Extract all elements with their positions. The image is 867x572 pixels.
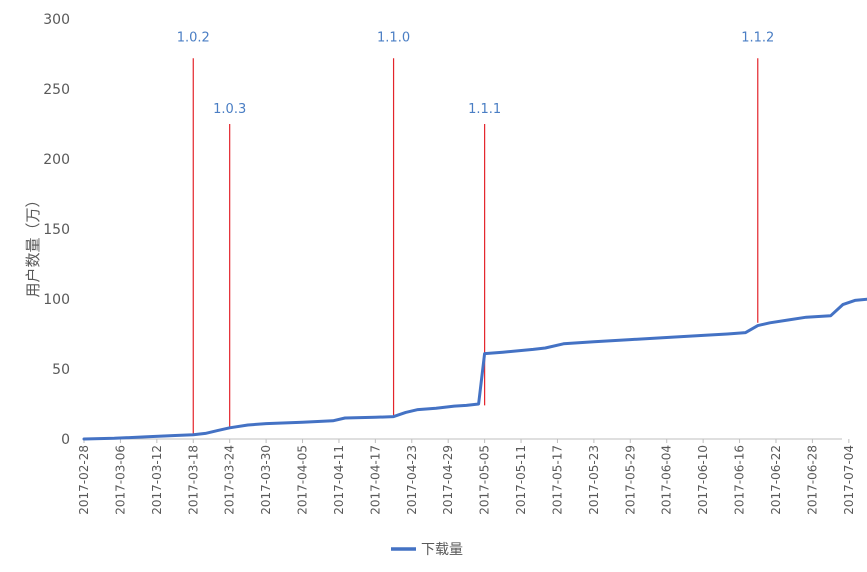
x-tick-label: 2017-05-05 [478, 445, 492, 515]
y-tick-label: 150 [43, 222, 70, 238]
version-label: 1.1.0 [377, 30, 410, 45]
x-tick-label: 2017-04-29 [441, 445, 455, 515]
series-line [82, 297, 867, 441]
x-tick-label: 2017-04-05 [296, 445, 310, 515]
x-tick-label: 2017-03-12 [150, 445, 164, 515]
x-tick-label: 2017-05-11 [514, 445, 528, 515]
x-tick-label: 2017-04-17 [368, 445, 382, 515]
x-tick-label: 2017-03-24 [223, 445, 237, 515]
y-tick-label: 100 [43, 292, 70, 308]
x-tick-label: 2017-03-06 [113, 445, 127, 515]
y-tick-label: 250 [43, 82, 70, 98]
x-tick-label: 2017-05-17 [550, 445, 564, 515]
x-tick-label: 2017-06-10 [696, 445, 710, 515]
version-label: 1.1.1 [468, 102, 501, 117]
y-axis: 0 50 100 150 200 250 300 [43, 12, 70, 448]
y-tick-label: 0 [61, 432, 70, 448]
x-tick-label: 2017-03-30 [259, 445, 273, 515]
legend-label: 下载量 [421, 542, 463, 558]
version-annotations: 1.0.21.0.31.1.01.1.11.1.21.2.01.2.11.3.0… [177, 30, 774, 435]
legend: 下载量 [391, 542, 463, 558]
x-tick-label: 2017-04-11 [332, 445, 346, 515]
y-tick-label: 200 [43, 152, 70, 168]
x-tick-label: 2017-05-23 [587, 445, 601, 515]
x-tick-label: 2017-07-04 [842, 445, 856, 515]
x-tick-label: 2017-06-28 [805, 445, 819, 515]
version-label: 1.1.2 [741, 30, 774, 45]
y-tick-label: 300 [43, 12, 70, 28]
y-tick-label: 50 [52, 362, 70, 378]
series-group [82, 297, 867, 441]
x-tick-label: 2017-05-29 [623, 445, 637, 515]
x-tick-label: 2017-03-18 [186, 445, 200, 515]
x-tick-label: 2017-06-16 [733, 445, 747, 515]
y-axis-label: 用户数量（万） [24, 192, 42, 297]
version-label: 1.0.3 [213, 102, 246, 117]
x-tick-label: 2017-04-23 [405, 445, 419, 515]
version-label: 1.0.2 [177, 30, 210, 45]
x-tick-label: 2017-06-04 [660, 445, 674, 515]
x-axis: 2017-02-28 2017-03-06 2017-03-12 2017-03-18… [77, 438, 856, 515]
x-tick-label: 2017-06-22 [769, 445, 783, 515]
x-tick-label: 2017-02-28 [77, 445, 91, 515]
